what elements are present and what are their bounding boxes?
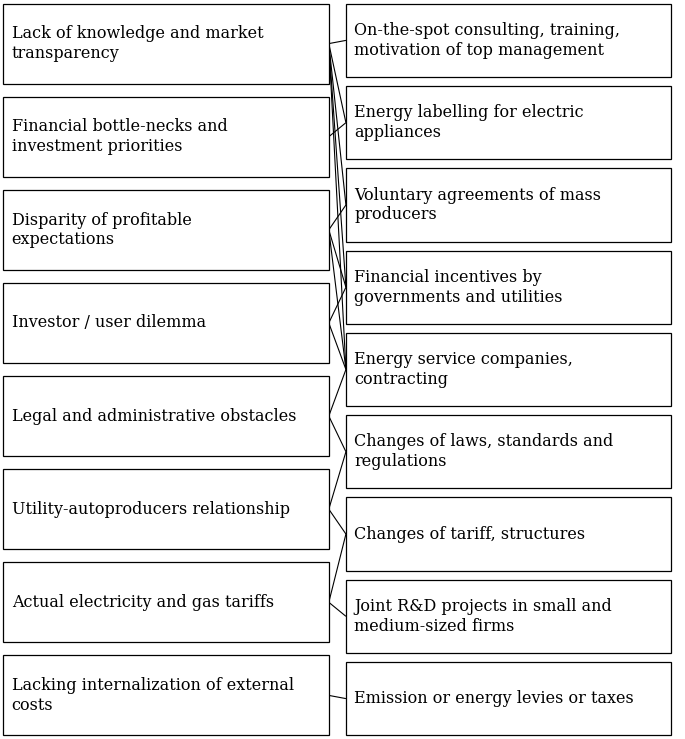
Text: Investor / user dilemma: Investor / user dilemma [12, 314, 206, 332]
Text: Changes of tariff, structures: Changes of tariff, structures [354, 525, 585, 542]
Text: Energy labelling for electric
appliances: Energy labelling for electric appliances [354, 104, 584, 141]
Text: Financial incentives by
governments and utilities: Financial incentives by governments and … [354, 269, 562, 305]
FancyBboxPatch shape [346, 497, 671, 571]
FancyBboxPatch shape [346, 662, 671, 735]
Text: Voluntary agreements of mass
producers: Voluntary agreements of mass producers [354, 187, 601, 223]
FancyBboxPatch shape [3, 376, 329, 456]
FancyBboxPatch shape [346, 86, 671, 160]
Text: On-the-spot consulting, training,
motivation of top management: On-the-spot consulting, training, motiva… [354, 22, 620, 58]
Text: Legal and administrative obstacles: Legal and administrative obstacles [12, 407, 296, 425]
FancyBboxPatch shape [346, 333, 671, 406]
FancyBboxPatch shape [3, 4, 329, 84]
Text: Lacking internalization of external
costs: Lacking internalization of external cost… [12, 677, 294, 714]
FancyBboxPatch shape [3, 655, 329, 735]
FancyBboxPatch shape [346, 579, 671, 653]
Text: Utility-autoproducers relationship: Utility-autoproducers relationship [12, 500, 290, 518]
Text: Emission or energy levies or taxes: Emission or energy levies or taxes [354, 690, 634, 707]
Text: Financial bottle-necks and
investment priorities: Financial bottle-necks and investment pr… [12, 118, 227, 155]
Text: Changes of laws, standards and
regulations: Changes of laws, standards and regulatio… [354, 434, 613, 470]
Text: Actual electricity and gas tariffs: Actual electricity and gas tariffs [12, 593, 274, 611]
FancyBboxPatch shape [3, 283, 329, 363]
Text: Energy service companies,
contracting: Energy service companies, contracting [354, 351, 573, 388]
FancyBboxPatch shape [346, 251, 671, 324]
FancyBboxPatch shape [346, 415, 671, 488]
FancyBboxPatch shape [3, 562, 329, 642]
FancyBboxPatch shape [3, 97, 329, 177]
FancyBboxPatch shape [3, 190, 329, 270]
FancyBboxPatch shape [3, 469, 329, 549]
Text: Joint R&D projects in small and
medium-sized firms: Joint R&D projects in small and medium-s… [354, 598, 612, 635]
FancyBboxPatch shape [346, 168, 671, 242]
Text: Lack of knowledge and market
transparency: Lack of knowledge and market transparenc… [12, 25, 263, 62]
FancyBboxPatch shape [346, 4, 671, 77]
Text: Disparity of profitable
expectations: Disparity of profitable expectations [12, 211, 192, 248]
